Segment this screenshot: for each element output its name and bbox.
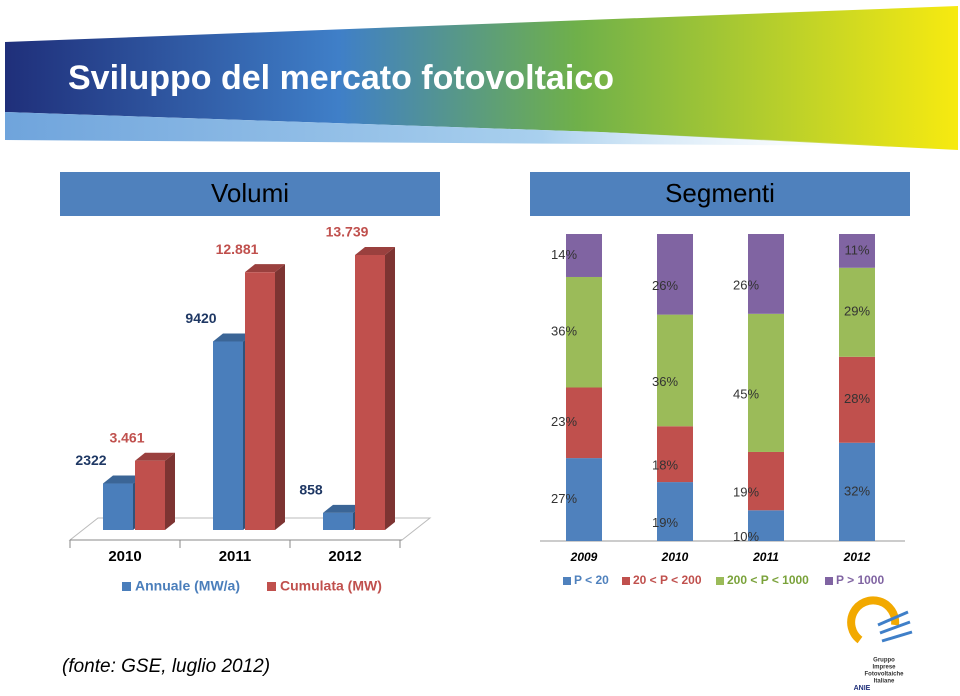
bar-top — [355, 247, 395, 255]
x-tick-label: 2010 — [108, 548, 141, 565]
data-label: 18% — [652, 458, 678, 473]
legend-swatch — [122, 582, 131, 591]
bar-top — [213, 333, 253, 342]
bar-segment — [657, 234, 693, 315]
bar-segment — [657, 482, 693, 541]
chart-title: Volumi — [211, 178, 289, 208]
legend-swatch — [825, 577, 833, 585]
bar — [245, 272, 275, 530]
x-tick-label: 2011 — [219, 548, 252, 565]
data-label: 19% — [652, 515, 678, 530]
legend-label: 20 < P < 200 — [633, 573, 702, 587]
x-tick-label: 2012 — [843, 550, 871, 564]
data-label: 9420 — [185, 310, 216, 326]
data-label: 36% — [652, 374, 678, 389]
data-label: 3.461 — [109, 429, 144, 445]
x-tick-label: 2010 — [661, 550, 689, 564]
bar — [213, 341, 243, 530]
legend-swatch — [563, 577, 571, 585]
bar-segment — [566, 387, 602, 459]
legend-label: Cumulata (MW) — [280, 578, 382, 594]
header-box — [530, 172, 910, 216]
data-label: 19% — [733, 485, 759, 500]
data-label: 858 — [299, 482, 323, 498]
data-label: 23% — [551, 414, 577, 429]
bar-segment — [748, 234, 784, 314]
data-label: 13.739 — [326, 224, 369, 240]
source-note: (fonte: GSE, luglio 2012) — [62, 656, 270, 677]
legend-label: 200 < P < 1000 — [727, 573, 809, 587]
data-label: 32% — [844, 483, 870, 498]
legend-label: P > 1000 — [836, 573, 884, 587]
data-label: 11% — [844, 242, 869, 257]
data-label: 27% — [551, 491, 577, 506]
title-banner-shade — [5, 112, 900, 146]
data-label: 45% — [733, 386, 759, 401]
bar — [355, 255, 385, 530]
logo-text: Imprese — [872, 665, 896, 671]
bar-segment — [657, 314, 693, 427]
bar-segment — [839, 267, 875, 357]
logo-badge: ANIE — [854, 685, 871, 692]
data-label: 14% — [551, 247, 577, 262]
bar-segment — [566, 276, 602, 388]
data-label: 36% — [551, 324, 577, 339]
legend-label: Annuale (MW/a) — [135, 578, 240, 594]
x-tick-label: 2009 — [570, 550, 598, 564]
legend-swatch — [622, 577, 630, 585]
legend-swatch — [716, 577, 724, 585]
legend-swatch — [267, 582, 276, 591]
data-label: 10% — [733, 529, 759, 544]
header-box — [60, 172, 440, 216]
data-label: 28% — [844, 391, 870, 406]
bar — [323, 512, 353, 530]
bar-segment — [748, 313, 784, 452]
chart-title: Segmenti — [665, 178, 775, 208]
logo-text: Fotovoltaiche — [864, 672, 904, 678]
slide-title: Sviluppo del mercato fotovoltaico — [68, 59, 614, 97]
data-label: 2322 — [75, 452, 106, 468]
data-label: 26% — [652, 278, 678, 293]
bar-segment — [839, 356, 875, 443]
x-tick-label: 2011 — [752, 550, 779, 564]
bar-segment — [839, 234, 875, 268]
bar-side — [275, 264, 285, 530]
bar-top — [135, 452, 175, 461]
bar-segment — [566, 458, 602, 541]
data-label: 12.881 — [216, 241, 259, 257]
logo — [847, 596, 913, 644]
title-banner — [5, 6, 958, 150]
bar-segment — [748, 510, 784, 541]
bar-side — [165, 452, 175, 530]
x-tick-label: 2012 — [328, 548, 361, 565]
bar-segment — [839, 442, 875, 541]
bar-top — [245, 264, 285, 273]
logo-text: Gruppo — [873, 658, 895, 664]
legend-label: P < 20 — [574, 573, 609, 587]
bar-side — [385, 247, 395, 530]
bar — [135, 460, 165, 530]
bar-segment — [657, 426, 693, 483]
data-label: 29% — [844, 304, 870, 319]
bar-top — [323, 504, 363, 513]
bar — [103, 483, 133, 530]
bar-segment — [748, 451, 784, 511]
data-label: 26% — [733, 277, 759, 292]
logo-text: Italiane — [874, 679, 895, 685]
bar-top — [103, 475, 143, 484]
bar-segment — [566, 234, 602, 277]
